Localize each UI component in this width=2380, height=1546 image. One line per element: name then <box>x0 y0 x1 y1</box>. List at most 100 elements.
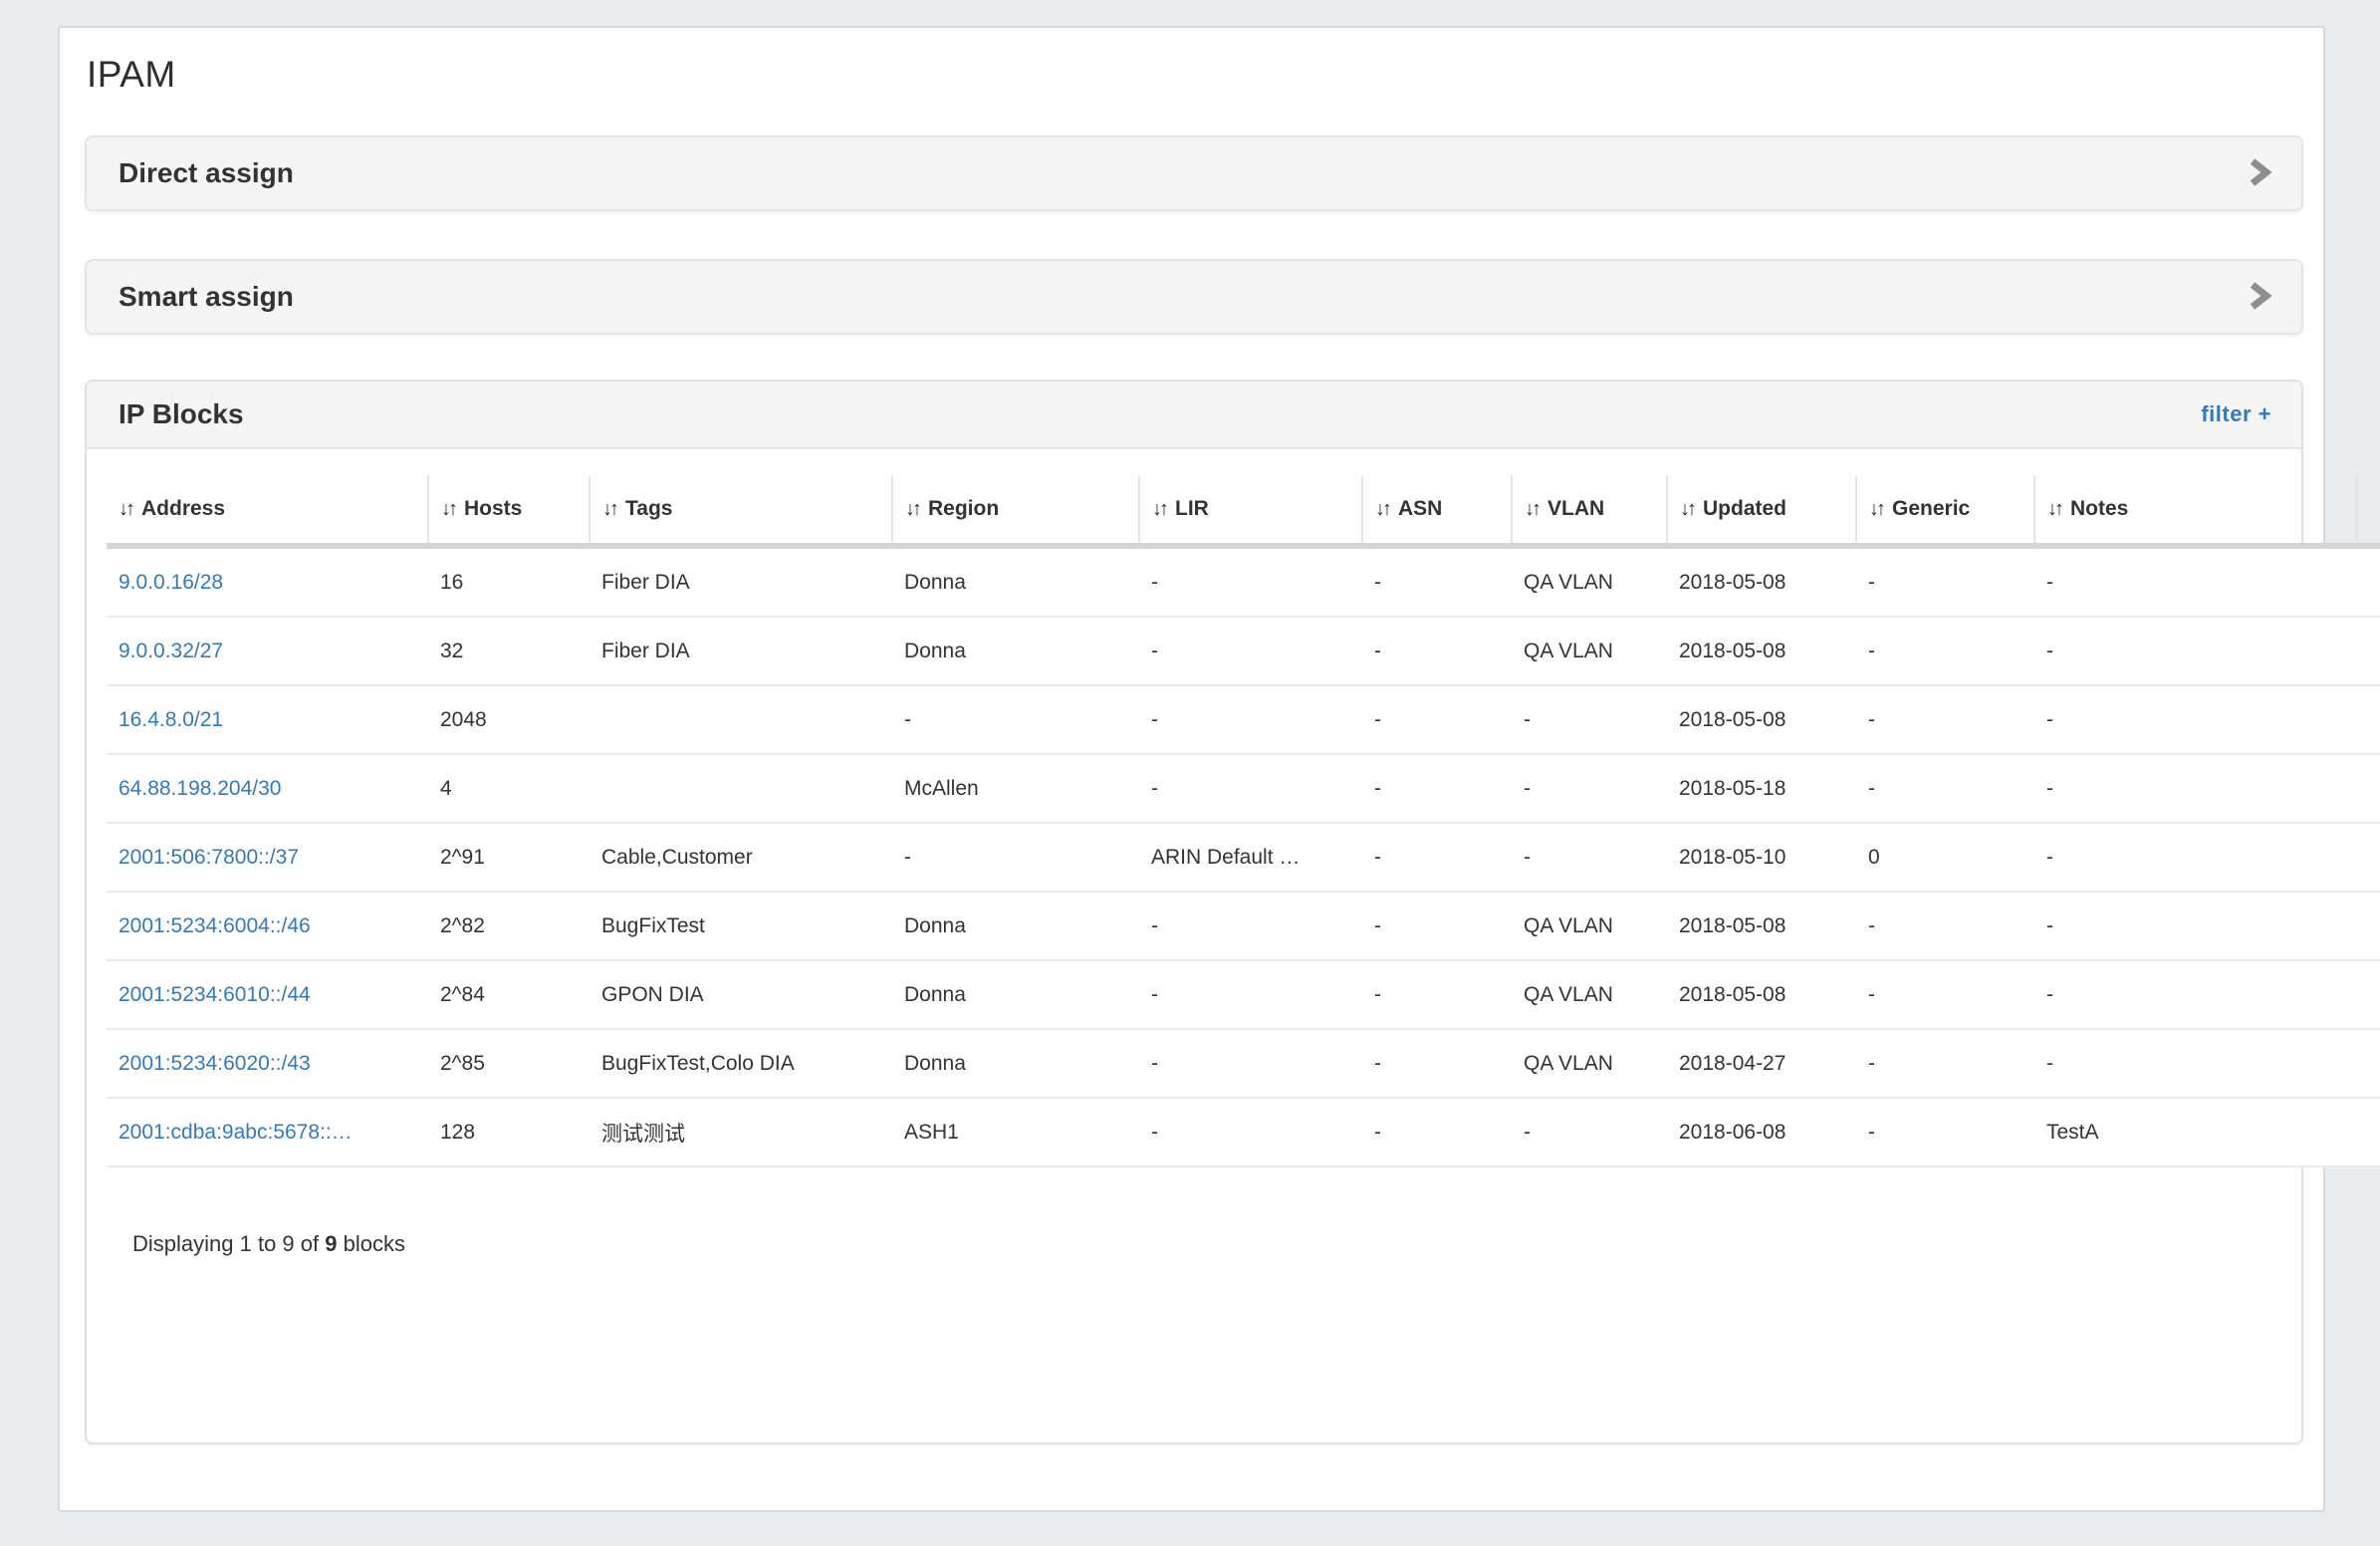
cell-updated: 2018-05-10 <box>1667 823 1856 893</box>
address-link[interactable]: 64.88.198.204/30 <box>119 776 282 800</box>
page-title: IPAM <box>87 54 176 95</box>
column-header-generic[interactable]: ↓↑ Generic <box>1856 475 2035 549</box>
ip-blocks-panel: IP Blocks filter + ↓↑ Address ↓↑ Hosts ↓↑ Tag… <box>85 380 2380 1444</box>
cell-vlan: QA VLAN <box>1512 617 1667 686</box>
sort-icon: ↓↑ <box>119 498 135 520</box>
cell-tags: 测试测试 <box>590 1098 892 1167</box>
cell-hosts: 2048 <box>428 685 590 755</box>
cell-asn: - <box>1362 617 1512 686</box>
cell-lir: - <box>1139 960 1362 1030</box>
column-header-tags[interactable]: ↓↑ Tags <box>590 475 893 549</box>
address-link[interactable]: 2001:cdba:9abc:5678::… <box>119 1120 353 1144</box>
cell-generic: 0 <box>1856 823 2034 893</box>
cell-tags: Fiber DIA <box>590 617 892 686</box>
cell-notes: - <box>2034 754 2357 824</box>
cell-actions <box>2357 892 2380 961</box>
cell-updated: 2018-05-08 <box>1667 960 1856 1030</box>
address-link[interactable]: 9.0.0.32/27 <box>119 639 224 662</box>
sort-icon: ↓↑ <box>905 498 922 520</box>
column-header-vlan[interactable]: ↓↑ VLAN <box>1512 475 1668 549</box>
cell-address: 9.0.0.16/28 <box>107 546 428 618</box>
smart-assign-title: Smart assign <box>119 281 294 312</box>
column-header-region[interactable]: ↓↑ Region <box>892 475 1140 549</box>
chevron-right-icon <box>2244 155 2273 194</box>
column-header-hosts[interactable]: ↓↑ Hosts <box>428 475 591 549</box>
cell-notes: - <box>2034 823 2357 893</box>
cell-vlan: - <box>1512 1098 1667 1167</box>
cell-address: 2001:5234:6020::/43 <box>107 1029 428 1099</box>
column-header-updated[interactable]: ↓↑ Updated <box>1667 475 1857 549</box>
smart-assign-panel[interactable]: Smart assign <box>85 259 2303 335</box>
cell-generic: - <box>1856 546 2034 618</box>
cell-generic: - <box>1856 754 2034 824</box>
cell-lir: - <box>1139 1098 1362 1167</box>
table-row: 2001:5234:6010::/44 2^84 GPON DIA Donna - - QA… <box>107 960 2380 1030</box>
cell-region: Donna <box>892 1029 1139 1099</box>
address-link[interactable]: 2001:506:7800::/37 <box>119 845 300 869</box>
column-label: VLAN <box>1547 497 1605 520</box>
cell-updated: 2018-06-08 <box>1667 1098 1856 1167</box>
cell-tags: Cable,Customer <box>590 823 892 893</box>
filter-toggle-link[interactable]: filter + <box>2201 401 2271 426</box>
sort-icon: ↓↑ <box>2047 498 2064 520</box>
cell-notes: - <box>2034 1029 2357 1099</box>
column-label: Notes <box>2070 497 2129 520</box>
column-header-notes[interactable]: ↓↑ Notes <box>2034 475 2358 549</box>
cell-vlan: QA VLAN <box>1512 1029 1667 1099</box>
address-link[interactable]: 2001:5234:6020::/43 <box>119 1051 311 1075</box>
cell-notes: TestA <box>2034 1098 2357 1167</box>
table-row: 9.0.0.32/27 32 Fiber DIA Donna - - QA VLAN 2018… <box>107 617 2380 686</box>
sort-icon: ↓↑ <box>441 498 458 520</box>
cell-notes: - <box>2034 617 2357 686</box>
address-link[interactable]: 2001:5234:6010::/44 <box>119 982 311 1006</box>
address-link[interactable]: 16.4.8.0/21 <box>119 707 224 731</box>
table-row: 2001:cdba:9abc:5678::… 128 测试测试 ASH1- - -2018… <box>107 1098 2380 1167</box>
cell-hosts: 16 <box>428 546 590 618</box>
cell-hosts: 2^85 <box>428 1029 590 1099</box>
cell-vlan: - <box>1512 685 1667 755</box>
cell-updated: 2018-05-08 <box>1667 617 1856 686</box>
sort-icon: ↓↑ <box>1525 498 1542 520</box>
column-header-lir[interactable]: ↓↑ LIR <box>1139 475 1363 549</box>
cell-tags: GPON DIA <box>590 960 892 1030</box>
cell-address: 2001:5234:6004::/46 <box>107 892 428 961</box>
ip-blocks-body: ↓↑ Address ↓↑ Hosts ↓↑ Tags ↓↑ Region ↓↑ LIR ↓↑ ASN… <box>87 449 2380 1257</box>
cell-asn: - <box>1362 823 1512 893</box>
column-label: ASN <box>1398 497 1443 520</box>
cell-vlan: - <box>1512 754 1667 824</box>
table-row: 64.88.198.204/30 4 McAllen - - -2018-05-18- - <box>107 754 2380 824</box>
ip-blocks-header: IP Blocks filter + <box>87 382 2301 449</box>
column-label: Updated <box>1703 497 1786 520</box>
cell-hosts: 2^82 <box>428 892 590 961</box>
footer-total-count: 9 <box>325 1231 338 1256</box>
cell-asn: - <box>1362 1029 1512 1099</box>
table-footer: Displaying 1 to 9 of 9 blocks <box>132 1231 2281 1257</box>
column-label: LIR <box>1175 497 1209 520</box>
cell-actions <box>2357 546 2380 618</box>
cell-tags <box>590 754 892 824</box>
direct-assign-panel[interactable]: Direct assign <box>85 135 2303 211</box>
column-header-asn[interactable]: ↓↑ ASN <box>1362 475 1513 549</box>
cell-hosts: 4 <box>428 754 590 824</box>
cell-address: 64.88.198.204/30 <box>107 754 428 824</box>
sort-icon: ↓↑ <box>602 498 619 520</box>
cell-asn: - <box>1362 754 1512 824</box>
cell-notes: - <box>2034 960 2357 1030</box>
ip-blocks-title: IP Blocks <box>119 398 244 429</box>
footer-suffix: blocks <box>337 1231 405 1256</box>
sort-icon: ↓↑ <box>1680 498 1697 520</box>
address-link[interactable]: 9.0.0.16/28 <box>119 570 224 594</box>
cell-hosts: 128 <box>428 1098 590 1167</box>
cell-generic: - <box>1856 1098 2034 1167</box>
cell-notes: - <box>2034 546 2357 618</box>
cell-address: 2001:cdba:9abc:5678::… <box>107 1098 428 1167</box>
cell-generic: - <box>1856 1029 2034 1099</box>
cell-lir: - <box>1139 1029 1362 1099</box>
address-link[interactable]: 2001:5234:6004::/46 <box>119 913 311 937</box>
direct-assign-title: Direct assign <box>119 157 294 188</box>
cell-asn: - <box>1362 1098 1512 1167</box>
column-header-address[interactable]: ↓↑ Address <box>107 475 429 549</box>
cell-generic: - <box>1856 960 2034 1030</box>
cell-actions <box>2357 685 2380 755</box>
cell-notes: - <box>2034 892 2357 961</box>
